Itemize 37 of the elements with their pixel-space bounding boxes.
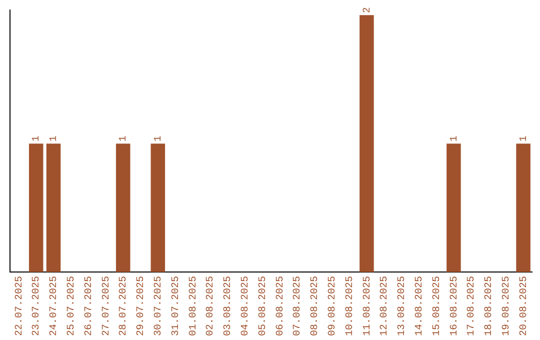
data-label: 1 [518, 136, 530, 142]
x-tick-label: 24.07.2025 [49, 276, 60, 336]
x-tick-label: 08.08.2025 [310, 276, 322, 336]
x-tick-label: 28.07.2025 [118, 276, 130, 336]
data-label: 1 [32, 136, 43, 142]
x-tick-label: 25.07.2025 [66, 276, 78, 336]
x-tick-label: 04.08.2025 [240, 276, 252, 336]
x-tick-label: 29.07.2025 [136, 276, 148, 336]
x-tick-label: 10.08.2025 [344, 276, 356, 336]
x-tick-label: 16.08.2025 [449, 276, 460, 336]
data-label: 1 [49, 136, 60, 142]
x-tick-label: 17.08.2025 [466, 276, 478, 336]
x-tick-label: 20.08.2025 [518, 276, 530, 336]
x-tick-label: 13.08.2025 [397, 276, 408, 336]
x-tick-label: 15.08.2025 [432, 276, 443, 336]
x-tick-label: 18.08.2025 [484, 276, 496, 336]
data-label: 2 [362, 7, 374, 14]
data-label: 1 [118, 136, 130, 142]
x-tick-label: 31.07.2025 [170, 276, 182, 336]
x-tick-label: 06.08.2025 [275, 276, 286, 336]
x-tick-label: 19.08.2025 [502, 276, 513, 336]
x-tick-label: 02.08.2025 [206, 276, 217, 336]
x-tick-label: 03.08.2025 [223, 276, 234, 336]
x-tick-label: 27.07.2025 [101, 276, 112, 336]
data-label: 1 [154, 136, 165, 142]
x-tick-label: 12.08.2025 [380, 276, 391, 336]
x-tick-label: 14.08.2025 [414, 276, 426, 336]
x-tick-label: 30.07.2025 [154, 276, 165, 336]
x-tick-label: 09.08.2025 [328, 276, 339, 336]
x-tick-label: 11.08.2025 [362, 276, 374, 336]
x-tick-label: 26.07.2025 [84, 276, 95, 336]
x-tick-label: 07.08.2025 [292, 276, 304, 336]
x-tick-label: 22.07.2025 [14, 276, 26, 336]
data-label: 1 [449, 136, 460, 142]
x-tick-label: 01.08.2025 [188, 276, 200, 336]
x-tick-label: 05.08.2025 [258, 276, 269, 336]
x-tick-label: 23.07.2025 [32, 276, 43, 336]
